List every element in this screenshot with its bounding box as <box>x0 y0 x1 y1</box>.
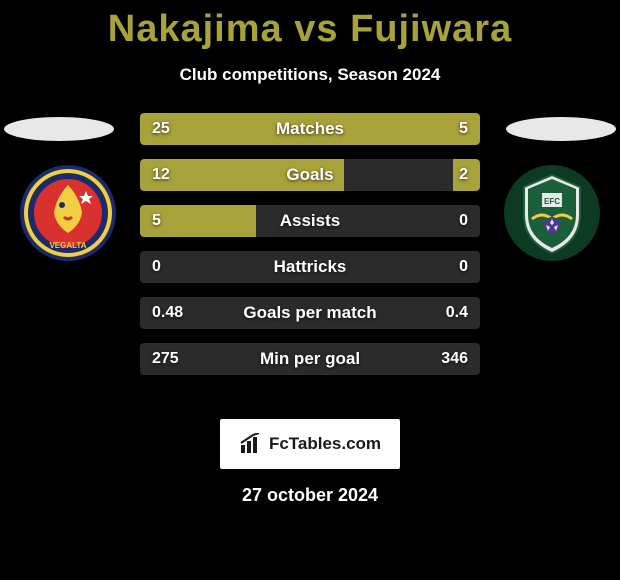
stats-list: 255Matches 122Goals 50Assists 00Hattricks 0.… <box>140 113 480 389</box>
stat-label: Matches <box>140 113 480 145</box>
player1-halo <box>4 117 114 141</box>
svg-text:VEGALTA: VEGALTA <box>49 241 86 250</box>
stat-row: 275346Min per goal <box>140 343 480 375</box>
ehime-badge-icon: EFC <box>502 163 602 263</box>
stat-label: Assists <box>140 205 480 237</box>
svg-text:EFC: EFC <box>544 197 560 206</box>
fctables-chart-icon <box>239 433 265 455</box>
stat-label: Goals <box>140 159 480 191</box>
player2-halo <box>506 117 616 141</box>
title-block: Nakajima vs Fujiwara <box>0 0 620 51</box>
player2-name: Fujiwara <box>350 8 512 50</box>
stat-row: 122Goals <box>140 159 480 191</box>
vs-separator: vs <box>294 8 338 50</box>
stat-label: Goals per match <box>140 297 480 329</box>
stat-row: 255Matches <box>140 113 480 145</box>
stat-row: 00Hattricks <box>140 251 480 283</box>
vegalta-badge-icon: VEGALTA <box>18 163 118 263</box>
stat-label: Min per goal <box>140 343 480 375</box>
comparison-card: Nakajima vs Fujiwara Club competitions, … <box>0 0 620 580</box>
stats-arena: VEGALTA EFC 255Matches 122Goals 50Assists 0… <box>0 113 620 413</box>
brand-logo[interactable]: FcTables.com <box>220 419 400 469</box>
page-title: Nakajima vs Fujiwara <box>0 8 620 51</box>
stat-label: Hattricks <box>140 251 480 283</box>
stat-row: 0.480.4Goals per match <box>140 297 480 329</box>
player1-name: Nakajima <box>108 8 283 50</box>
subtitle: Club competitions, Season 2024 <box>0 65 620 85</box>
match-date: 27 october 2024 <box>0 485 620 506</box>
stat-row: 50Assists <box>140 205 480 237</box>
player1-club-badge: VEGALTA <box>18 163 118 263</box>
player2-club-badge: EFC <box>502 163 602 263</box>
brand-text: FcTables.com <box>269 434 381 454</box>
